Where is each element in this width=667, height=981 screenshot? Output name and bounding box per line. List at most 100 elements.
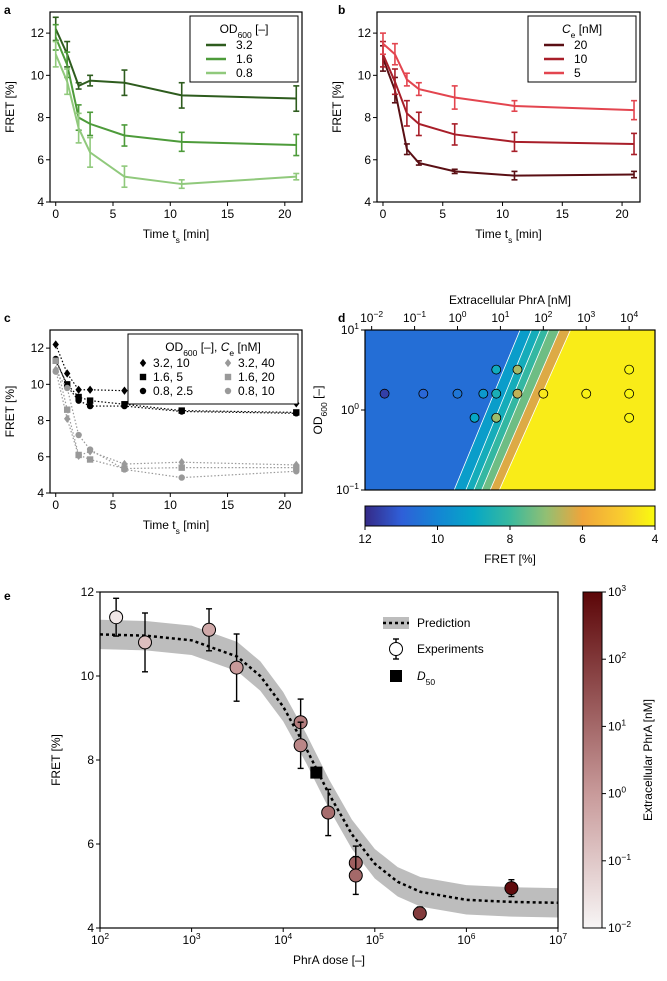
text-part: Time t (143, 518, 177, 532)
text-part: s (508, 235, 512, 245)
text-part: [nM] (234, 340, 261, 354)
y-tick-label: 8 (87, 753, 94, 767)
text-part: [min] (512, 227, 541, 241)
legend-label: 1.6, 20 (238, 370, 275, 384)
text-part: OD (165, 340, 183, 354)
panel-letter: b (338, 3, 345, 17)
text-part: 10 (360, 311, 374, 325)
text-part: 10 (341, 323, 355, 337)
legend-label: Prediction (417, 616, 470, 630)
legend-swatch (389, 642, 403, 656)
x-tick-label: 15 (221, 498, 235, 512)
text-part: −1 (621, 852, 631, 862)
text-part: 10 (608, 921, 622, 935)
text-part: Time t (475, 227, 509, 241)
y-tick-label: 10−1 (336, 481, 359, 497)
marker (52, 340, 59, 349)
contour-line (498, 330, 571, 490)
text-part: 10 (274, 933, 288, 947)
legend-label: 10 (574, 52, 588, 66)
y-tick-label: 10 (31, 377, 45, 391)
x-tick-label: 106 (457, 931, 475, 947)
y-tick-label: 4 (37, 195, 44, 209)
legend-swatch (390, 670, 402, 682)
x-tick-label: 102 (534, 309, 552, 325)
text-part: 10 (366, 933, 380, 947)
text-part: 10 (403, 311, 417, 325)
panel-letter: a (4, 3, 11, 17)
y-tick-label: 4 (364, 195, 371, 209)
y-tick-label: 6 (37, 153, 44, 167)
x-tick-label: 0 (52, 207, 59, 221)
legend-label: 1.6 (236, 52, 253, 66)
x-tick-label: 15 (221, 207, 235, 221)
text-part: [nM] (575, 22, 602, 36)
text-part: 10 (336, 483, 350, 497)
data-point (512, 388, 523, 399)
x-tick-label: 104 (620, 309, 638, 325)
legend-box (189, 15, 299, 83)
experiment-point (412, 906, 427, 921)
data-point (624, 364, 635, 375)
marker (52, 368, 59, 375)
legend-label: Experiments (417, 642, 484, 656)
text-part: −1 (416, 309, 426, 319)
text-part: 600 (319, 402, 329, 416)
contour-band (365, 330, 521, 490)
x-tick-label: 20 (278, 207, 292, 221)
marker (121, 459, 128, 469)
y-tick-label: 12 (358, 26, 372, 40)
text-part: C (221, 340, 230, 354)
text-part: [min] (180, 227, 209, 241)
text-part: 0 (462, 309, 467, 319)
text-part: s (176, 526, 180, 536)
marker (75, 385, 82, 394)
x-tick-label: 103 (183, 931, 201, 947)
legend-label: 0.8, 10 (238, 384, 275, 398)
y-tick-label: 8 (37, 414, 44, 428)
data-point (624, 388, 635, 399)
panel-letter: c (4, 311, 11, 325)
text-part: 3 (621, 583, 626, 593)
y-tick-label: 10 (31, 68, 45, 82)
text-part: 10 (608, 652, 622, 666)
legend-label: 0.8 (236, 66, 253, 80)
marker (178, 458, 185, 467)
plot-frame (49, 329, 303, 494)
y-tick-label: 4 (37, 486, 44, 500)
colorbar (582, 591, 603, 929)
text-part: −2 (621, 919, 631, 929)
text-part: 6 (471, 931, 476, 941)
panel-letter: e (4, 589, 11, 603)
panel: OD600 [–], Ce [nM]3.2, 101.6, 50.8, 2.53… (3, 311, 303, 536)
text-part: 4 (633, 309, 638, 319)
colorbar-tick-label: 101 (608, 717, 626, 733)
y-axis-label: OD600 [–] (311, 386, 329, 435)
y-tick-label: 12 (31, 341, 45, 355)
legend-label: 1.6, 5 (153, 370, 183, 384)
text-part: Time t (143, 227, 177, 241)
data-point (418, 388, 429, 399)
marker (75, 431, 82, 439)
text-part: D (417, 669, 426, 683)
text-part: 0 (621, 785, 626, 795)
colorbar-tick-label: 6 (579, 532, 586, 546)
y-axis-label: FRET [%] (49, 734, 63, 786)
text-part: 50 (426, 677, 436, 687)
legend-box (527, 15, 637, 83)
x-tick-label: 15 (556, 207, 570, 221)
x-tick-label: 105 (366, 931, 384, 947)
experiment-point (229, 660, 244, 675)
text-part: 5 (379, 931, 384, 941)
x-axis-label: PhrA dose [–] (293, 953, 365, 967)
data-point (491, 388, 502, 399)
x-tick-label: 102 (91, 931, 109, 947)
text-part: 10 (457, 933, 471, 947)
legend-title: OD600 [–], Ce [nM] (165, 340, 261, 358)
text-part: 10 (183, 933, 197, 947)
contour-line (473, 330, 541, 490)
text-part: 10 (91, 933, 105, 947)
y-tick-label: 10 (81, 669, 95, 683)
text-part: 10 (549, 933, 563, 947)
